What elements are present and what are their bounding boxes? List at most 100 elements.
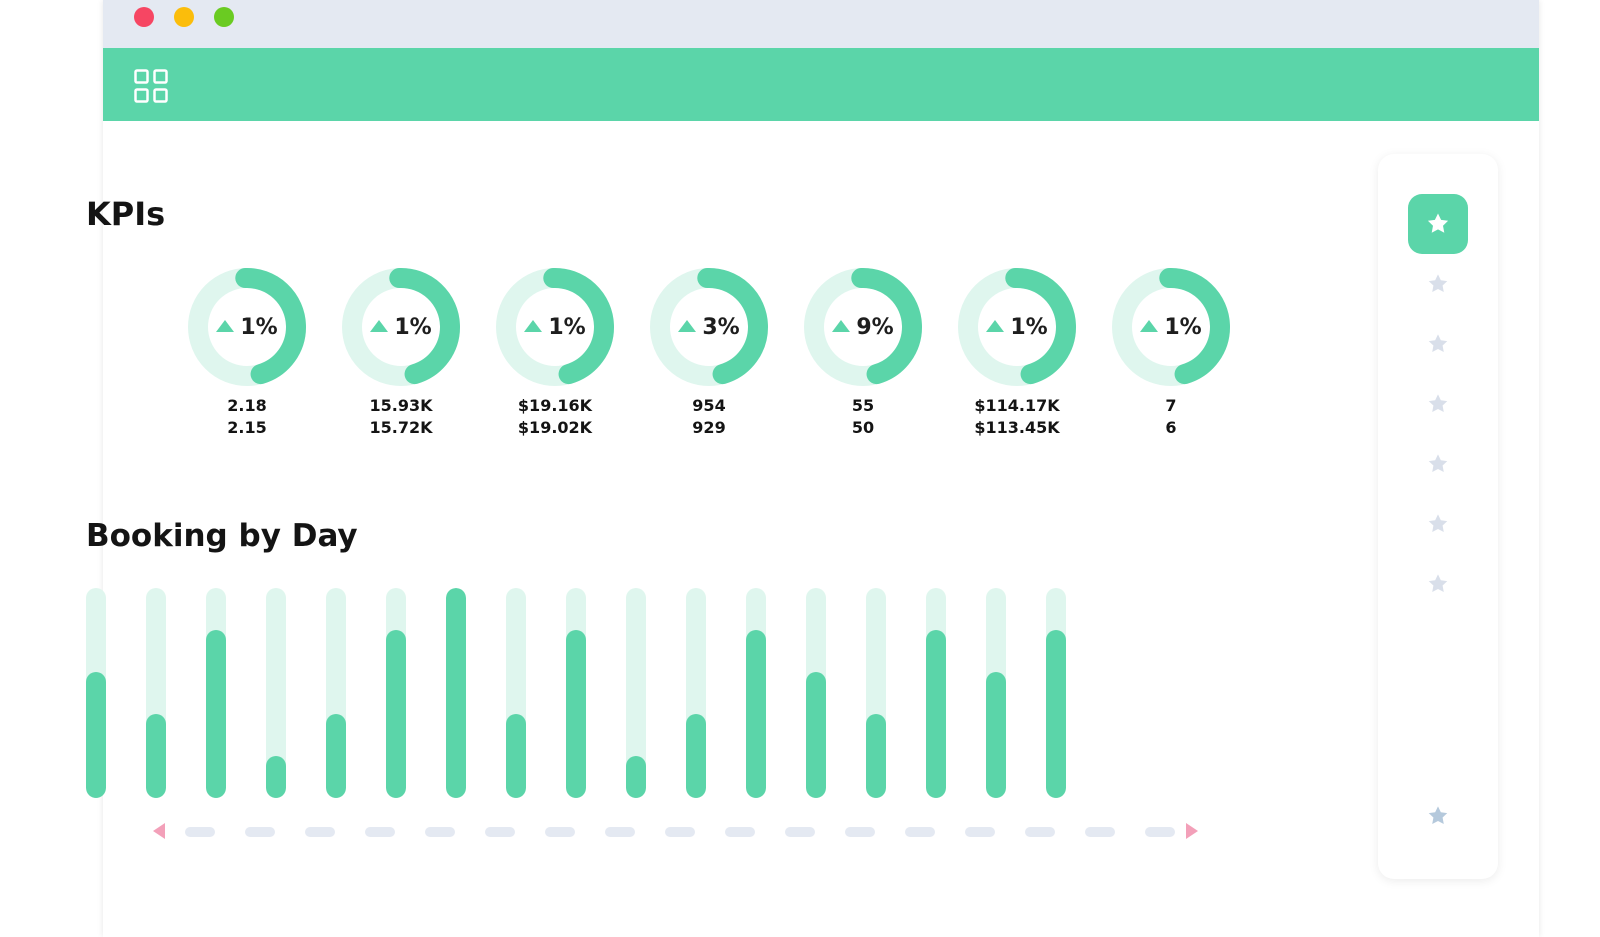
x-label-placeholder (965, 827, 995, 837)
kpi-previous: $113.45K (974, 418, 1060, 437)
minimize-button[interactable] (174, 7, 194, 27)
bar[interactable] (326, 714, 346, 798)
bar-track (626, 588, 646, 798)
favorites-sidebar (1378, 154, 1498, 879)
kpi-change: 1% (493, 265, 617, 389)
bar[interactable] (866, 714, 886, 798)
kpi-ring-gauge (188, 268, 306, 386)
kpi-change-value: 9% (856, 314, 894, 340)
kpi-current: 954 (692, 396, 726, 415)
kpi-current: 15.93K (369, 396, 433, 415)
x-label-placeholder (905, 827, 935, 837)
x-label-placeholder (305, 827, 335, 837)
star-icon (1428, 334, 1448, 352)
x-label-placeholder (245, 827, 275, 837)
bar[interactable] (1046, 630, 1066, 798)
star-icon (1428, 274, 1448, 292)
bar[interactable] (566, 630, 586, 798)
sidebar-star-button[interactable] (1426, 272, 1450, 296)
bar[interactable] (446, 588, 466, 798)
maximize-button[interactable] (214, 7, 234, 27)
kpi-current: 55 (851, 396, 875, 415)
star-icon (1427, 213, 1449, 233)
x-label-placeholder (1085, 827, 1115, 837)
grid-icon[interactable] (134, 69, 168, 103)
bar[interactable] (806, 672, 826, 798)
kpi-change: 3% (647, 265, 771, 389)
bar-track (806, 588, 826, 798)
bar-track (866, 588, 886, 798)
bar[interactable] (746, 630, 766, 798)
title-bar (103, 0, 1539, 48)
star-icon (1428, 574, 1448, 592)
kpi-change-value: 3% (702, 314, 740, 340)
bar-track (86, 588, 106, 798)
up-arrow-icon (986, 320, 1005, 332)
kpi-current: 7 (1165, 396, 1177, 415)
kpi-ring: 1% (955, 265, 1079, 389)
bar[interactable] (386, 630, 406, 798)
kpi-change: 1% (185, 265, 309, 389)
kpi-previous: 2.15 (227, 418, 267, 437)
kpi-ring: 3% (647, 265, 771, 389)
chart-next-arrow[interactable] (1186, 823, 1198, 839)
bar-track (926, 588, 946, 798)
bar-track (386, 588, 406, 798)
kpi-values: 15.93K 15.72K (339, 395, 463, 439)
sidebar-star-active-button[interactable] (1408, 194, 1468, 254)
sidebar-star-button[interactable] (1426, 332, 1450, 356)
kpi-change: 1% (339, 265, 463, 389)
sidebar-star-button[interactable] (1426, 452, 1450, 476)
kpi-current: $19.16K (517, 396, 593, 415)
sidebar-star-button[interactable] (1426, 512, 1450, 536)
sidebar-star-button[interactable] (1426, 804, 1450, 828)
bar[interactable] (986, 672, 1006, 798)
bar[interactable] (266, 756, 286, 798)
chart-prev-arrow[interactable] (153, 823, 165, 839)
kpi-change-value: 1% (1164, 314, 1202, 340)
close-button[interactable] (134, 7, 154, 27)
sidebar-star-button[interactable] (1426, 392, 1450, 416)
kpi-change-value: 1% (394, 314, 432, 340)
star-icon (1428, 514, 1448, 532)
kpi-ring-gauge (496, 268, 614, 386)
kpi-ring: 1% (1109, 265, 1233, 389)
kpi-change: 9% (801, 265, 925, 389)
bar[interactable] (686, 714, 706, 798)
bar-track (206, 588, 226, 798)
kpi-change-value: 1% (548, 314, 586, 340)
bar-track (986, 588, 1006, 798)
x-label-placeholder (185, 827, 215, 837)
kpi-change: 1% (955, 265, 1079, 389)
up-arrow-icon (216, 320, 235, 332)
kpi-ring-gauge (342, 268, 460, 386)
kpi-ring-gauge (1112, 268, 1230, 386)
kpi-ring-gauge (804, 268, 922, 386)
bar[interactable] (506, 714, 526, 798)
x-label-placeholder (1145, 827, 1175, 837)
bar-track (686, 588, 706, 798)
star-icon (1428, 454, 1448, 472)
x-label-placeholder (665, 827, 695, 837)
bar[interactable] (146, 714, 166, 798)
x-label-placeholder (785, 827, 815, 837)
kpi-change-value: 1% (240, 314, 278, 340)
x-label-placeholder (725, 827, 755, 837)
bar-track (446, 588, 466, 798)
bar[interactable] (86, 672, 106, 798)
kpi-change: 1% (1109, 265, 1233, 389)
bar[interactable] (926, 630, 946, 798)
up-arrow-icon (678, 320, 697, 332)
bar-track (506, 588, 526, 798)
bar[interactable] (626, 756, 646, 798)
bar-track (146, 588, 166, 798)
kpis-title: KPIs (86, 195, 166, 233)
kpi-values: $114.17K $113.45K (955, 395, 1079, 439)
booking-bar-chart (86, 588, 1176, 798)
kpi-ring-gauge (650, 268, 768, 386)
bar[interactable] (206, 630, 226, 798)
star-icon (1428, 806, 1448, 824)
kpi-previous: 15.72K (369, 418, 433, 437)
sidebar-star-button[interactable] (1426, 572, 1450, 596)
